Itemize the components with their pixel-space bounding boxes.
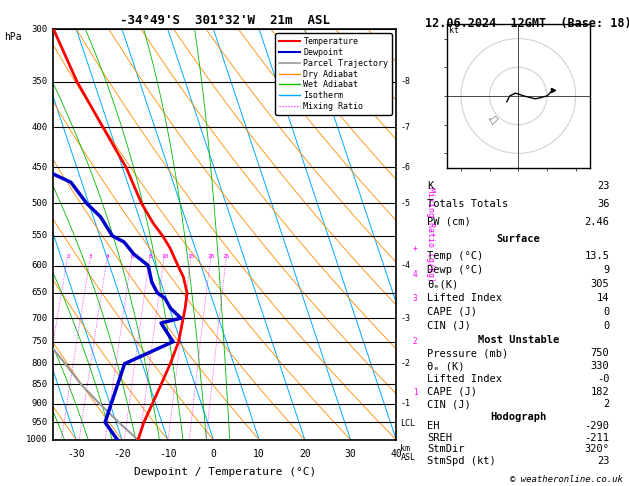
- Text: 182: 182: [591, 386, 610, 397]
- Text: -290: -290: [584, 421, 610, 432]
- Text: 9: 9: [603, 265, 610, 275]
- Text: CAPE (J): CAPE (J): [427, 307, 477, 317]
- Text: 330: 330: [591, 361, 610, 371]
- Text: 4: 4: [106, 254, 109, 259]
- Text: Lifted Index: Lifted Index: [427, 293, 502, 303]
- Text: 30: 30: [345, 449, 357, 459]
- Text: -6: -6: [401, 163, 410, 172]
- Text: Most Unstable: Most Unstable: [477, 335, 559, 345]
- Text: EH: EH: [427, 421, 440, 432]
- Text: 800: 800: [31, 359, 47, 368]
- Text: 1000: 1000: [26, 435, 47, 444]
- Text: Temp (°C): Temp (°C): [427, 251, 484, 261]
- Text: Surface: Surface: [496, 234, 540, 244]
- Title: -34°49'S  301°32'W  21m  ASL: -34°49'S 301°32'W 21m ASL: [120, 14, 330, 27]
- Text: -10: -10: [159, 449, 177, 459]
- Text: θₑ(K): θₑ(K): [427, 279, 459, 289]
- Text: 500: 500: [31, 199, 47, 208]
- Text: 3: 3: [89, 254, 93, 259]
- Text: StmSpd (kt): StmSpd (kt): [427, 456, 496, 466]
- Text: -0: -0: [597, 374, 610, 384]
- Text: 1: 1: [413, 388, 418, 397]
- Text: 14: 14: [597, 293, 610, 303]
- Text: Pressure (mb): Pressure (mb): [427, 348, 508, 358]
- Text: Dewpoint / Temperature (°C): Dewpoint / Temperature (°C): [134, 467, 316, 477]
- Text: 550: 550: [31, 231, 47, 241]
- Text: 8: 8: [148, 254, 152, 259]
- Text: km
ASL: km ASL: [401, 444, 415, 462]
- Text: 40: 40: [391, 449, 402, 459]
- Text: 15: 15: [187, 254, 195, 259]
- Text: © weatheronline.co.uk: © weatheronline.co.uk: [510, 475, 623, 484]
- Text: SREH: SREH: [427, 433, 452, 443]
- Text: 700: 700: [31, 313, 47, 323]
- Text: 400: 400: [31, 123, 47, 132]
- Text: 3: 3: [413, 294, 418, 303]
- Text: LCL: LCL: [401, 418, 415, 428]
- Text: StmDir: StmDir: [427, 444, 465, 454]
- Text: 2: 2: [413, 337, 418, 346]
- Text: -30: -30: [67, 449, 85, 459]
- Text: K: K: [427, 181, 433, 191]
- Text: 305: 305: [591, 279, 610, 289]
- Text: 950: 950: [31, 418, 47, 427]
- Text: 20: 20: [299, 449, 311, 459]
- Text: 750: 750: [591, 348, 610, 358]
- Text: Hodograph: Hodograph: [490, 412, 547, 422]
- Text: -4: -4: [401, 261, 410, 270]
- Legend: Temperature, Dewpoint, Parcel Trajectory, Dry Adiabat, Wet Adiabat, Isotherm, Mi: Temperature, Dewpoint, Parcel Trajectory…: [276, 34, 392, 115]
- Text: 20: 20: [208, 254, 215, 259]
- Text: -7: -7: [401, 123, 410, 132]
- Text: 2: 2: [66, 254, 70, 259]
- Text: -20: -20: [113, 449, 131, 459]
- Text: 36: 36: [597, 199, 610, 209]
- Text: PW (cm): PW (cm): [427, 217, 471, 227]
- Text: CIN (J): CIN (J): [427, 321, 471, 331]
- Text: Dewp (°C): Dewp (°C): [427, 265, 484, 275]
- Text: -1: -1: [401, 399, 410, 408]
- Text: 0: 0: [603, 307, 610, 317]
- Text: Mixing Ratio (g/kg): Mixing Ratio (g/kg): [426, 187, 435, 282]
- Text: θₑ (K): θₑ (K): [427, 361, 465, 371]
- Text: -211: -211: [584, 433, 610, 443]
- Text: -2: -2: [401, 359, 410, 368]
- Text: 2: 2: [603, 399, 610, 409]
- Text: CIN (J): CIN (J): [427, 399, 471, 409]
- Text: 13.5: 13.5: [584, 251, 610, 261]
- Text: 450: 450: [31, 163, 47, 172]
- Text: Totals Totals: Totals Totals: [427, 199, 508, 209]
- Text: 2.46: 2.46: [584, 217, 610, 227]
- Text: 23: 23: [597, 456, 610, 466]
- Text: 6: 6: [130, 254, 134, 259]
- Text: CAPE (J): CAPE (J): [427, 386, 477, 397]
- Text: 900: 900: [31, 399, 47, 408]
- Text: 0: 0: [603, 321, 610, 331]
- Text: 10: 10: [253, 449, 265, 459]
- Text: Lifted Index: Lifted Index: [427, 374, 502, 384]
- Text: 0: 0: [211, 449, 216, 459]
- Text: -8: -8: [401, 77, 410, 86]
- Text: -3: -3: [401, 313, 410, 323]
- Text: kt: kt: [450, 26, 459, 35]
- Text: 25: 25: [223, 254, 230, 259]
- Text: 12.06.2024  12GMT  (Base: 18): 12.06.2024 12GMT (Base: 18): [425, 17, 629, 30]
- Text: 600: 600: [31, 261, 47, 270]
- Text: 650: 650: [31, 288, 47, 297]
- Text: 300: 300: [31, 25, 47, 34]
- Text: -5: -5: [401, 199, 410, 208]
- Text: hPa: hPa: [4, 32, 22, 42]
- Text: 23: 23: [597, 181, 610, 191]
- Text: 320°: 320°: [584, 444, 610, 454]
- Text: 350: 350: [31, 77, 47, 86]
- Text: 10: 10: [161, 254, 169, 259]
- Text: 850: 850: [31, 380, 47, 389]
- Text: 750: 750: [31, 337, 47, 346]
- Text: 4: 4: [413, 270, 418, 278]
- Text: +: +: [413, 243, 418, 253]
